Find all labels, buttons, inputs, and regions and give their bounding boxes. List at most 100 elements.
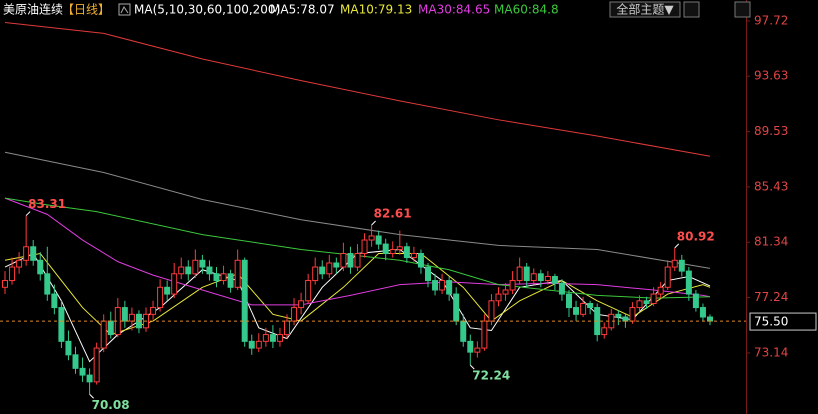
candle-body [368, 235, 375, 241]
candle-body [192, 259, 199, 275]
legend-entry: MA30:84.65 [418, 3, 490, 17]
legend-entry: MA10:79.13 [340, 3, 412, 17]
candle-body [509, 280, 516, 291]
candle-body [432, 280, 439, 291]
candle-body [615, 313, 622, 318]
candle-body [410, 253, 417, 259]
candle-body [150, 307, 157, 315]
extreme-label: 70.08 [92, 398, 130, 412]
theme-button[interactable] [609, 1, 681, 18]
candle-body [629, 307, 636, 322]
candle-body [171, 273, 178, 295]
candle-body [657, 286, 664, 295]
candle-body [58, 307, 65, 342]
candle-body [396, 246, 403, 250]
candle-body [79, 367, 86, 376]
candle-body [580, 303, 587, 315]
settings-icon-glyph [120, 6, 129, 14]
candle-body [692, 293, 699, 309]
candle-body [671, 259, 678, 268]
candle-body [566, 293, 572, 309]
ma-line [4, 22, 711, 157]
candle-body [65, 340, 72, 356]
close-button[interactable] [734, 1, 751, 18]
settings-icon[interactable] [118, 3, 131, 16]
toolbar-button[interactable] [683, 1, 700, 18]
candle-body [544, 275, 551, 282]
candle-body [467, 340, 474, 353]
legend-entry: MA5:78.07 [270, 3, 335, 17]
candle-body [530, 273, 537, 282]
extreme-label: 72.24 [472, 369, 510, 383]
extreme-marker [674, 243, 680, 249]
candle-body [298, 300, 305, 309]
candle-body [460, 320, 467, 342]
candle-body [361, 239, 368, 255]
chart-title: 美原油连续 [3, 2, 63, 17]
y-tick-label: 97.72 [754, 13, 788, 27]
candle-body [72, 354, 79, 369]
candle-body [93, 347, 100, 383]
indicator-label: MA(5,10,30,60,100,200) [134, 3, 280, 17]
candle-body [2, 280, 8, 288]
candle-body [121, 307, 128, 322]
candle-body [685, 270, 692, 295]
y-tick-label: 89.53 [754, 124, 788, 138]
candle-body [587, 303, 594, 309]
candle-body [573, 307, 580, 315]
period-label: 【日线】 [62, 3, 110, 17]
legend-entry: MA60:84.8 [494, 3, 559, 17]
candle-body [636, 300, 643, 309]
candle-body [664, 266, 671, 288]
candle-body [551, 275, 558, 284]
y-tick-label: 81.34 [754, 235, 788, 249]
candle-body [326, 262, 333, 275]
extreme-marker [371, 220, 376, 226]
candle-body [16, 259, 23, 268]
candle-body [439, 280, 446, 291]
candle-body [199, 259, 206, 268]
candle-body [502, 289, 509, 295]
y-tick-label: 85.43 [754, 179, 788, 193]
y-tick-label: 77.24 [754, 290, 788, 304]
candle-body [678, 259, 685, 272]
candle-body [601, 327, 608, 336]
extreme-marker [469, 364, 475, 370]
candle-body [389, 248, 396, 255]
candle-body [128, 313, 135, 322]
candle-body [488, 300, 495, 322]
candle-body [312, 266, 319, 282]
candle-body [262, 334, 269, 342]
extreme-label: 82.61 [374, 207, 412, 221]
candle-body [403, 246, 410, 259]
candle-body [206, 266, 213, 275]
candle-body [382, 243, 389, 255]
candle-body [234, 259, 241, 288]
candle-body [523, 266, 530, 282]
candle-body [107, 320, 114, 336]
theme-button-label[interactable]: 全部主题▼ [616, 2, 674, 17]
candle-body [185, 266, 192, 275]
candle-body [707, 316, 713, 322]
candle-body [100, 320, 107, 349]
extreme-marker [89, 393, 94, 399]
candle-body [255, 340, 262, 349]
candle-body [86, 374, 93, 383]
candle-body [481, 320, 488, 349]
candle-body [537, 273, 544, 282]
candle-body [291, 307, 298, 322]
candle-body [425, 266, 431, 282]
candle-body [495, 293, 502, 302]
candle-body [213, 273, 220, 282]
candle-body [248, 340, 255, 349]
candle-body [164, 286, 171, 295]
candle-body [276, 334, 283, 342]
extreme-label: 83.31 [28, 197, 66, 211]
candle-body [220, 273, 227, 282]
last-price-label: 75.50 [754, 315, 788, 329]
candle-body [37, 259, 44, 275]
candle-body [23, 246, 30, 261]
candle-body [30, 246, 37, 261]
